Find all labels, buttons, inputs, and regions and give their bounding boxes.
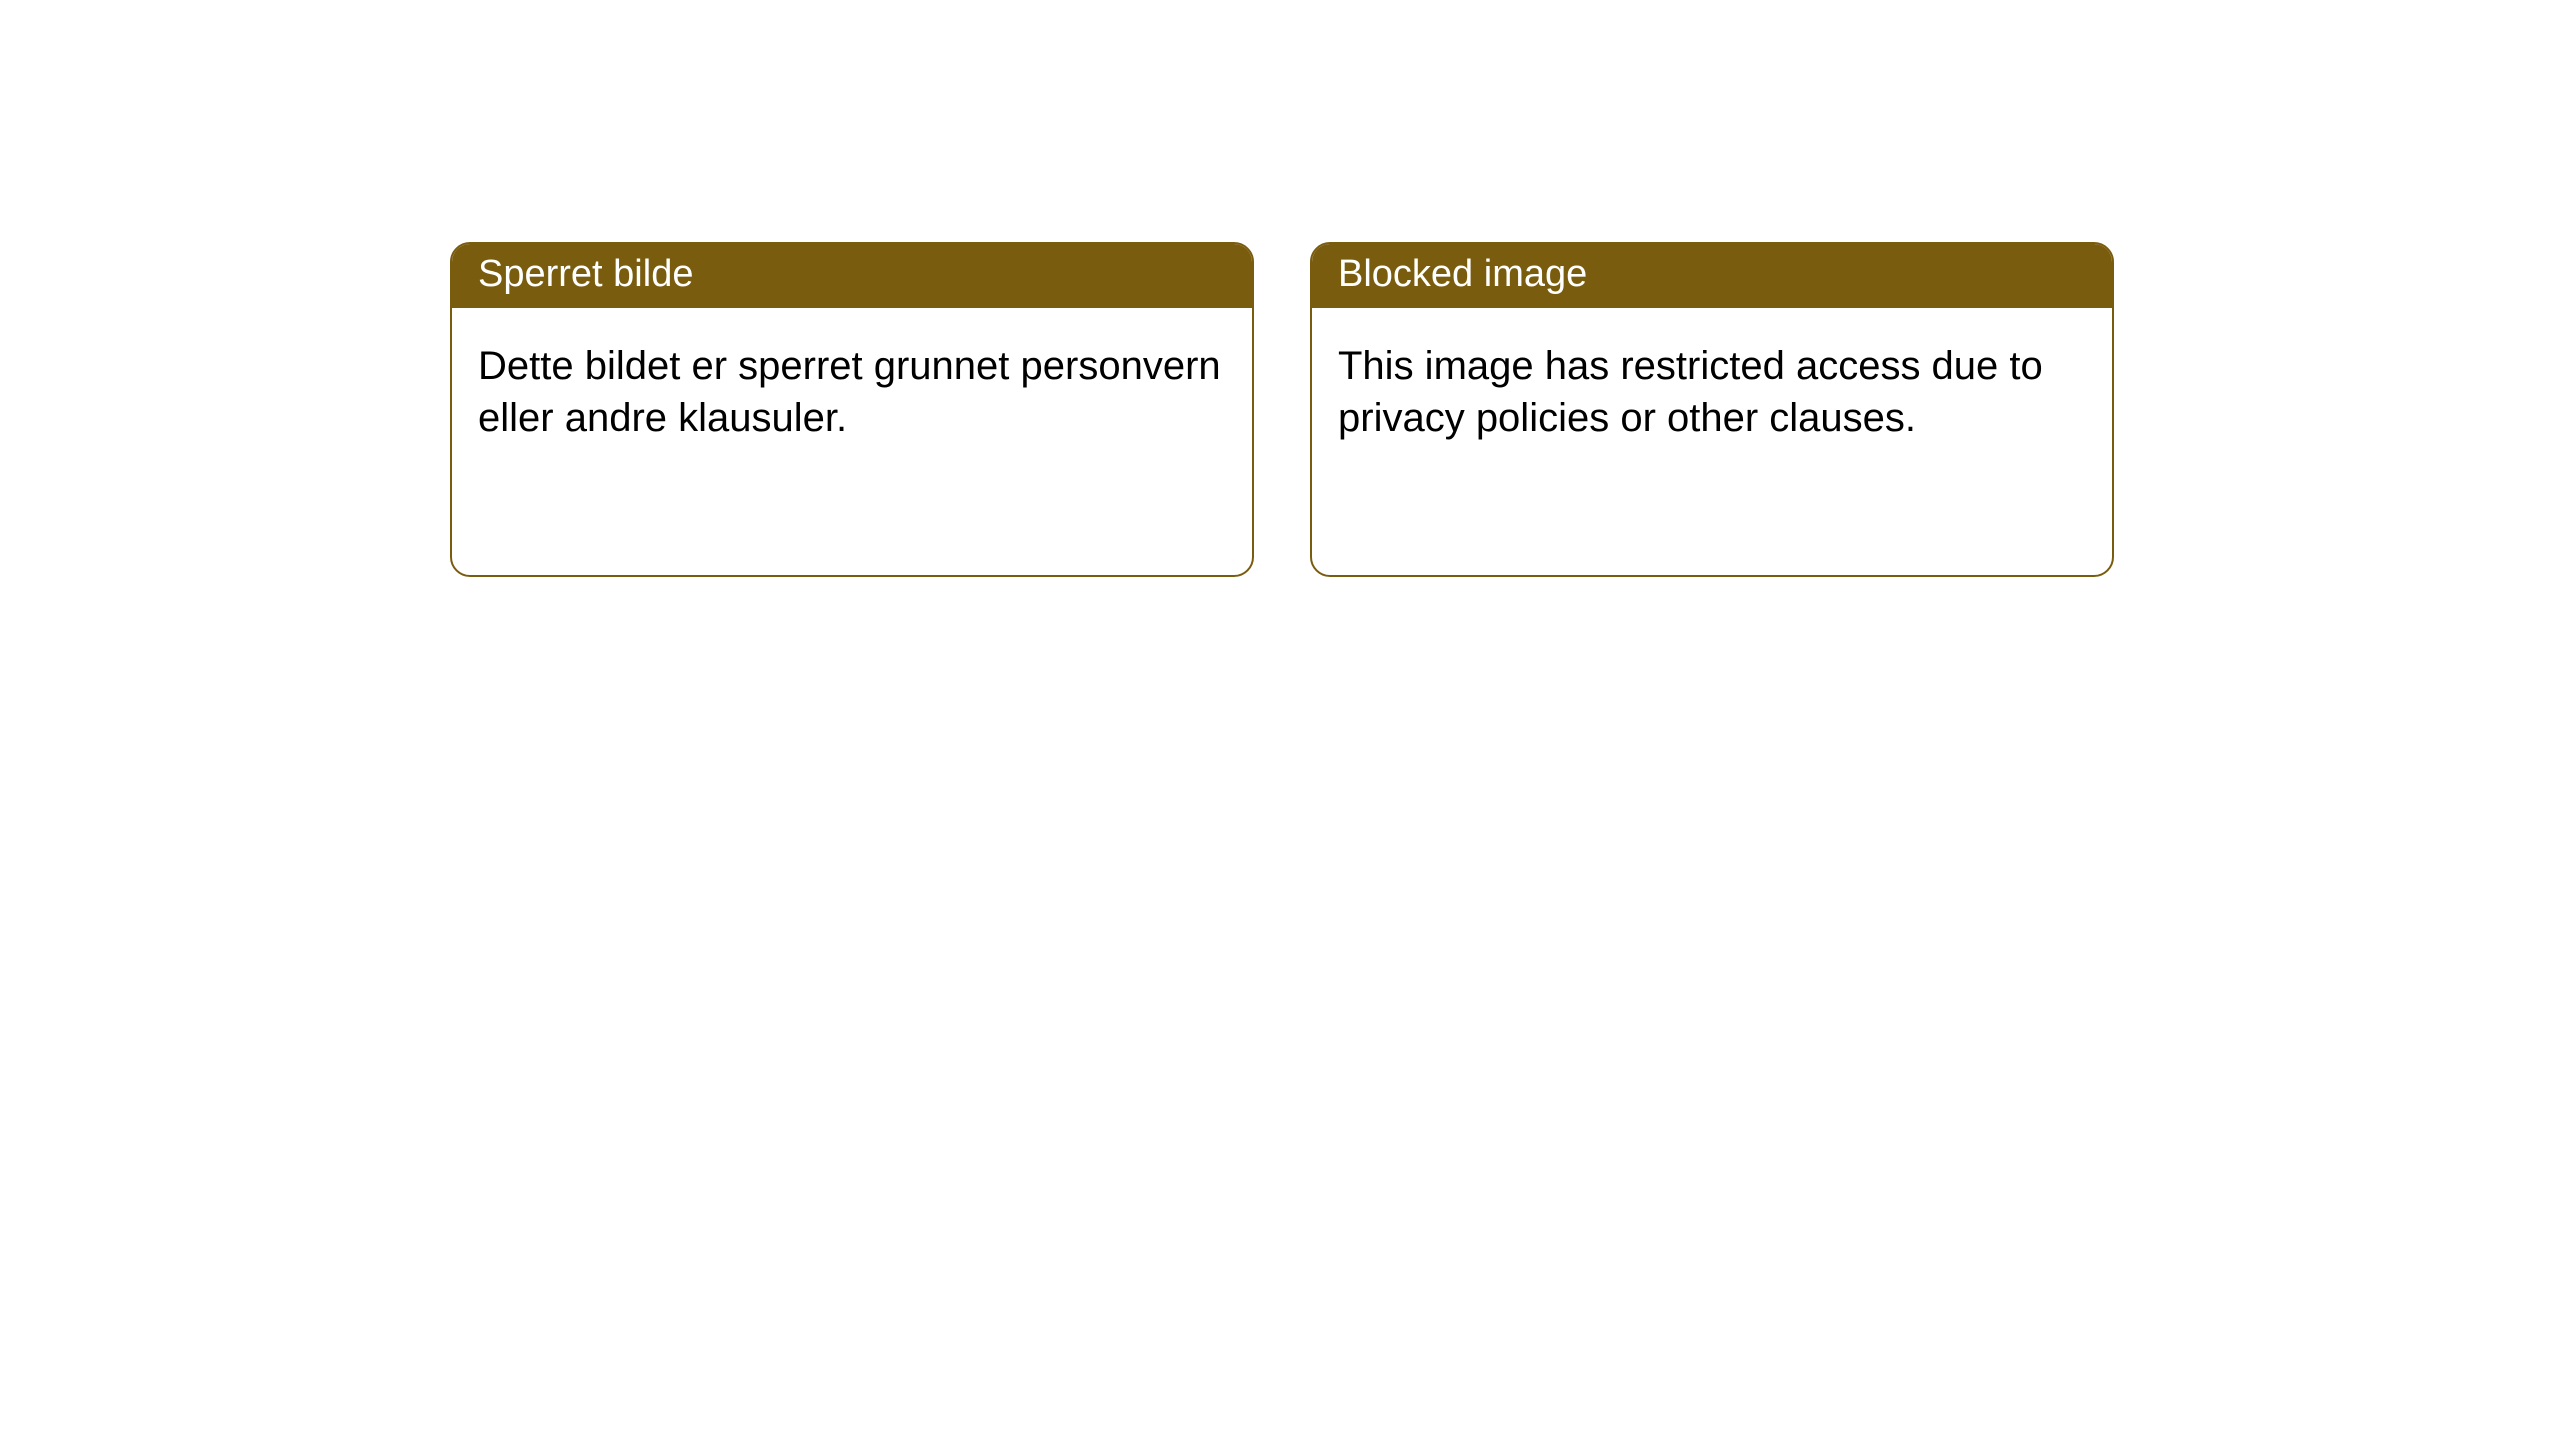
notice-card-norwegian: Sperret bilde Dette bildet er sperret gr… <box>450 242 1254 577</box>
notice-body-norwegian: Dette bildet er sperret grunnet personve… <box>452 308 1252 470</box>
notice-title-english: Blocked image <box>1312 244 2112 308</box>
notice-title-norwegian: Sperret bilde <box>452 244 1252 308</box>
notice-body-english: This image has restricted access due to … <box>1312 308 2112 470</box>
notice-container: Sperret bilde Dette bildet er sperret gr… <box>450 242 2114 577</box>
notice-card-english: Blocked image This image has restricted … <box>1310 242 2114 577</box>
